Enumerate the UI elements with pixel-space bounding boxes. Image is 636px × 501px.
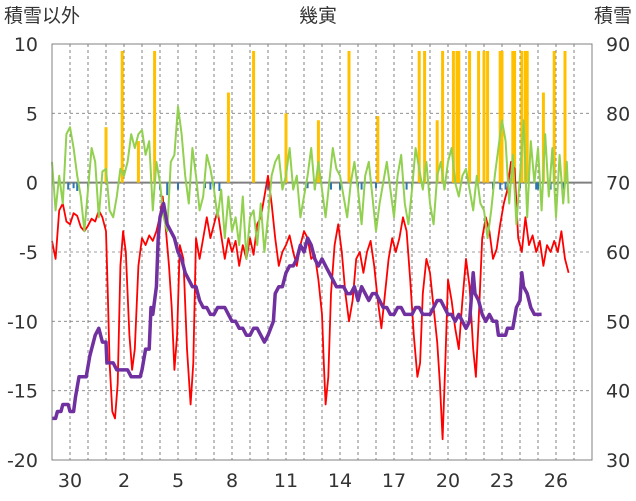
precip-bar [417, 50, 421, 183]
negative-bar [535, 182, 538, 190]
right-tick-label: 70 [606, 173, 630, 195]
plot-frame [51, 43, 593, 461]
x-tick-label: 5 [172, 470, 184, 492]
precip-bar [523, 50, 527, 183]
x-tick-label: 23 [490, 470, 514, 492]
precip-bar [316, 120, 320, 183]
left-tick-label: -10 [7, 311, 38, 333]
negative-bar [67, 182, 70, 190]
precip-bar [441, 50, 445, 183]
x-tick-label: 26 [544, 470, 568, 492]
negative-bar [209, 182, 212, 190]
precip-bar [500, 50, 504, 183]
precip-bar [347, 50, 351, 183]
negative-bar [504, 182, 507, 190]
left-tick-label: 0 [26, 173, 38, 195]
chart-title: 幾寅 [299, 5, 337, 27]
left-tick-label: 5 [26, 103, 38, 125]
negative-bar [76, 182, 79, 191]
negative-bar [339, 182, 341, 190]
right-tick-label: 30 [606, 450, 630, 472]
negative-bar [267, 182, 269, 190]
negative-bar [375, 182, 377, 189]
left-axis-label: 積雪以外 [4, 5, 80, 27]
precip-bar [468, 50, 472, 183]
precip-bar [486, 50, 490, 183]
left-tick-label: -15 [7, 381, 38, 403]
right-tick-label: 50 [606, 311, 630, 333]
negative-bar [177, 182, 179, 190]
negative-bar [549, 182, 552, 190]
precip-bar [563, 50, 567, 183]
x-tick-label: 14 [328, 470, 352, 492]
x-tick-label: 17 [382, 470, 406, 492]
negative-bar [562, 182, 565, 190]
precip-bar [423, 50, 427, 183]
precip-bar [455, 50, 459, 183]
precip-bar [520, 50, 524, 183]
x-tick-label: 2 [118, 470, 130, 492]
negative-bar [218, 182, 221, 191]
negative-bar [72, 182, 75, 189]
precip-bar [525, 50, 529, 183]
x-tick-label: 11 [274, 470, 298, 492]
x-tick-label: 30 [58, 470, 82, 492]
line-layer [51, 105, 570, 441]
right-tick-label: 60 [606, 242, 630, 264]
precip-bar [226, 92, 230, 183]
precip-bar [435, 120, 439, 183]
purple-line [52, 201, 542, 421]
precip-bar [477, 50, 481, 183]
x-tick-label: 20 [436, 470, 460, 492]
negative-bar [166, 182, 169, 196]
negative-bar [306, 182, 309, 189]
precip-bar [252, 50, 256, 183]
negative-bar [405, 182, 408, 190]
precip-bar [511, 50, 515, 183]
x-tick-label: 8 [226, 470, 238, 492]
precip-bar [104, 127, 108, 183]
left-tick-label: 10 [14, 34, 38, 56]
green-line [51, 105, 570, 260]
precip-bar [457, 50, 461, 183]
negative-bar [537, 182, 539, 190]
precip-bar [552, 50, 556, 183]
negative-bar [499, 182, 502, 190]
precip-bar [284, 113, 288, 183]
precip-bar [136, 141, 140, 183]
precip-bar [498, 50, 502, 183]
negative-bar [330, 182, 332, 190]
right-tick-label: 40 [606, 381, 630, 403]
left-tick-label: -5 [19, 242, 38, 264]
precip-bar [376, 116, 380, 183]
right-tick-label: 90 [606, 34, 630, 56]
precip-bar [153, 50, 157, 183]
precip-bar [541, 92, 545, 183]
precip-bar [513, 50, 517, 183]
precip-bar [482, 50, 486, 183]
left-tick-label: -20 [7, 450, 38, 472]
precip-bar [451, 50, 455, 183]
right-tick-label: 80 [606, 103, 630, 125]
negative-bar [360, 182, 363, 190]
right-axis-label: 積雪 [594, 5, 632, 27]
precip-bar [120, 50, 124, 183]
